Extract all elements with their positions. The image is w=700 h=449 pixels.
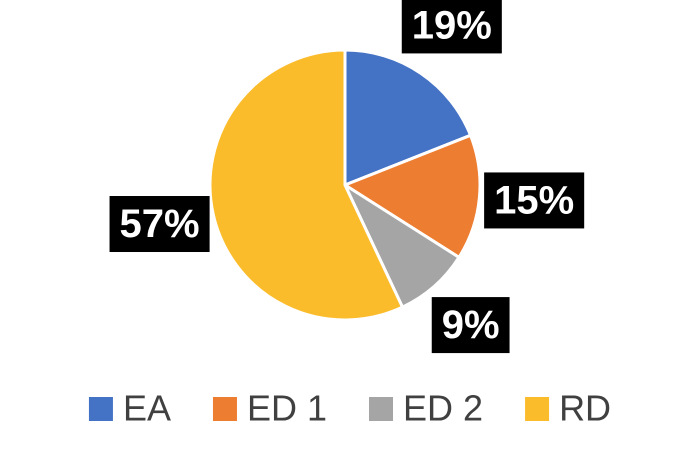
pie-slice — [341, 133, 482, 260]
legend-swatch — [525, 397, 550, 421]
legend-label: RD — [559, 388, 611, 429]
pie-slice — [343, 48, 473, 188]
data-label-box — [484, 172, 585, 229]
data-label-box — [109, 196, 210, 253]
legend-label: ED 1 — [247, 388, 327, 429]
data-label-box — [401, 0, 502, 54]
legend-label: EA — [123, 388, 171, 429]
legend-swatch — [212, 397, 237, 421]
data-label-text: 9% — [442, 303, 500, 347]
data-label: 15% — [484, 172, 585, 229]
data-label: 19% — [401, 0, 502, 54]
data-label: 9% — [431, 297, 510, 354]
legend-label: ED 2 — [403, 388, 483, 429]
data-label-text: 57% — [120, 202, 200, 246]
legend: EA ED 1 ED 2 RD — [88, 388, 611, 429]
pie-slice — [208, 48, 405, 322]
legend-swatch — [88, 397, 113, 421]
legend-swatch — [369, 397, 394, 421]
data-label: 57% — [109, 196, 210, 253]
data-label-text: 19% — [412, 3, 492, 47]
data-label-text: 15% — [494, 178, 574, 222]
data-label-box — [431, 297, 510, 354]
